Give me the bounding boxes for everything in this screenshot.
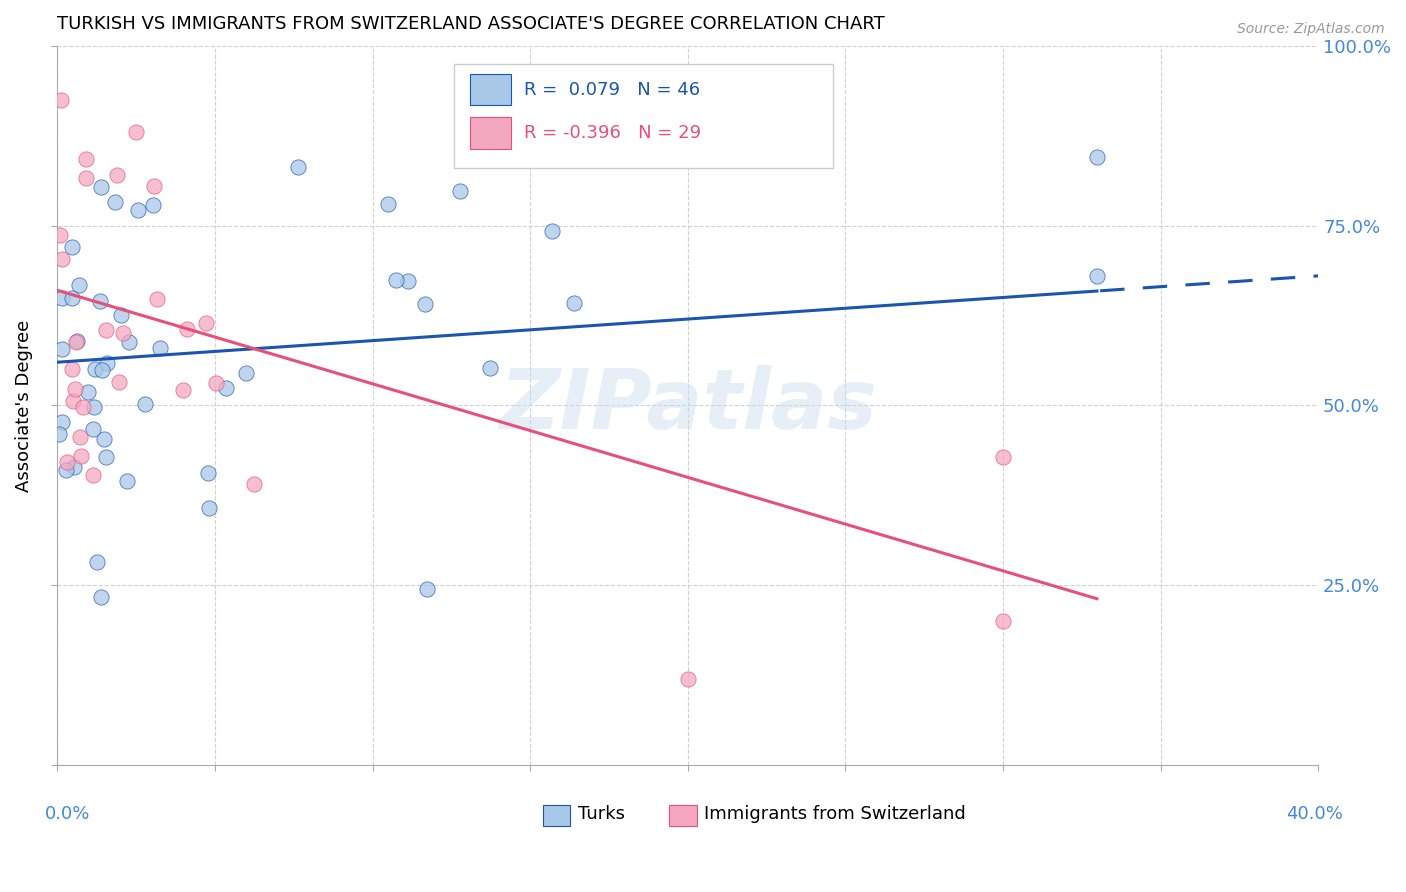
Point [198,500,221,515]
Point [385,273,408,287]
Point [204,376,226,390]
Point [1087,150,1109,164]
Point [82,422,104,436]
Point [105,168,128,182]
Point [51,252,73,266]
Point [125,125,148,139]
Y-axis label: Associate's Degree: Associate's Degree [15,319,32,491]
Point [991,614,1014,628]
Point [75,152,97,166]
Point [478,360,501,375]
Text: TURKISH VS IMMIGRANTS FROM SWITZERLAND ASSOCIATE'S DEGREE CORRELATION CHART: TURKISH VS IMMIGRANTS FROM SWITZERLAND A… [58,15,884,33]
Point [51,415,73,429]
Point [69,430,91,444]
Point [398,275,420,289]
Point [93,432,115,446]
Point [142,179,165,194]
Point [243,477,266,491]
Point [55,463,77,477]
Point [991,450,1014,465]
Point [62,394,84,409]
Point [75,171,97,186]
Point [195,316,218,330]
Point [377,197,399,211]
Point [65,334,87,349]
Point [49,227,72,242]
Text: Immigrants from Switzerland: Immigrants from Switzerland [704,805,966,823]
Point [118,334,141,349]
Point [96,323,118,337]
Point [60,361,83,376]
Point [540,224,562,238]
Bar [470,74,512,105]
Point [104,194,127,209]
Point [72,400,94,414]
Point [62,459,84,474]
Text: 0.0%: 0.0% [45,805,90,822]
Point [176,322,198,336]
Point [66,334,89,348]
Point [127,202,149,217]
Point [90,590,112,604]
Point [63,382,86,396]
Point [90,363,112,377]
Point [146,292,169,306]
Point [416,582,439,596]
Point [215,381,238,395]
Text: R =  0.079   N = 46: R = 0.079 N = 46 [524,80,700,98]
Point [142,198,165,212]
Point [449,185,471,199]
Point [134,397,156,411]
Point [107,375,129,389]
Point [49,93,72,107]
Point [86,555,108,569]
Point [149,342,172,356]
Text: 40.0%: 40.0% [1286,805,1343,822]
Point [112,326,135,341]
Point [48,426,70,441]
Point [83,400,105,414]
Point [51,291,73,305]
Text: Source: ZipAtlas.com: Source: ZipAtlas.com [1237,22,1385,37]
Point [67,278,90,293]
Point [84,362,107,376]
Point [55,455,77,469]
Point [287,161,309,175]
Text: Turks: Turks [578,805,626,823]
Point [60,291,83,305]
Point [62,239,84,253]
Point [235,366,257,380]
Text: ZIPatlas: ZIPatlas [499,365,877,446]
FancyBboxPatch shape [454,63,832,168]
Point [197,466,219,480]
Point [94,450,117,464]
Point [115,474,138,488]
Point [172,383,194,397]
Point [89,293,111,308]
Point [562,296,585,310]
Point [676,672,699,686]
Bar [470,117,512,149]
Point [51,342,73,356]
Text: R = -0.396   N = 29: R = -0.396 N = 29 [524,124,702,142]
Point [82,467,104,482]
Point [1087,268,1109,283]
Point [413,297,436,311]
Point [76,385,98,400]
Point [90,179,112,194]
Point [70,449,93,463]
Point [96,356,118,370]
Bar [543,805,571,826]
Point [110,309,132,323]
Bar [669,805,696,826]
